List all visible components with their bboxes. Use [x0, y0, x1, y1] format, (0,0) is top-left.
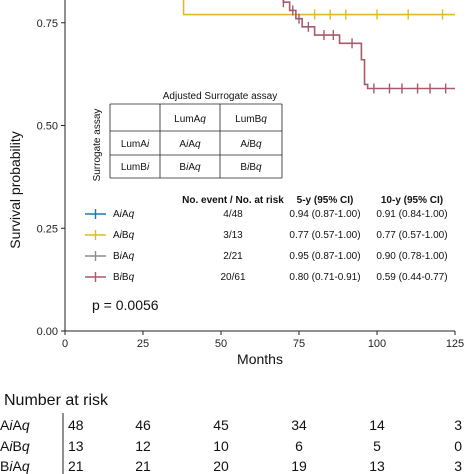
stats-10y: 0.91 (0.84-1.00)	[376, 209, 447, 220]
y-axis-title: Survival probability	[7, 131, 23, 249]
risk-value: 14	[369, 417, 385, 433]
stats-events: 4/48	[223, 209, 243, 220]
y-tick-label: 0.50	[37, 121, 58, 133]
risk-value: 3	[454, 417, 462, 433]
stats-events: 2/21	[223, 251, 243, 262]
risk-title: Number at risk	[4, 392, 109, 409]
y-tick-label: 0.75	[37, 18, 58, 30]
stats-10y: 0.59 (0.44-0.77)	[376, 272, 447, 283]
p-value: p = 0.0056	[92, 297, 159, 313]
surrogate-cell: BiAq	[179, 162, 201, 173]
risk-value: 21	[135, 458, 151, 474]
risk-row-label: AiBq	[0, 438, 30, 454]
risk-value: 6	[295, 438, 303, 454]
risk-value: 45	[213, 417, 229, 433]
x-tick-label: 75	[293, 338, 305, 350]
risk-value: 20	[213, 458, 229, 474]
legend-label: BiBq	[113, 272, 135, 283]
surrogate-assay-table: Adjusted Surrogate assay Surrogate assay L…	[92, 91, 283, 182]
surrogate-row-header: Surrogate assay	[92, 109, 103, 182]
stats-events: 20/61	[220, 272, 245, 283]
stats-5y: 0.95 (0.87-1.00)	[289, 251, 360, 262]
y-tick-label: 0.25	[37, 223, 58, 235]
surrogate-cell: AiAq	[179, 139, 201, 150]
risk-value: 3	[454, 458, 462, 474]
risk-value: 0	[454, 438, 462, 454]
risk-value: 46	[135, 417, 151, 433]
surrogate-col-label: LumAq	[174, 114, 206, 125]
y-tick-label: 0.00	[37, 326, 58, 338]
risk-value: 19	[291, 458, 307, 474]
stats-10y: 0.90 (0.78-1.00)	[376, 251, 447, 262]
risk-value: 5	[373, 438, 381, 454]
stats-5y: 0.77 (0.57-1.00)	[289, 230, 360, 241]
risk-value: 12	[135, 438, 151, 454]
legend-label: AiAq	[113, 209, 135, 220]
risk-value: 48	[68, 417, 84, 433]
risk-value: 21	[68, 458, 84, 474]
number-at-risk-table: Number at risk AiAq 48 46 45 34 14 3 AiBq 13 12 10 6…	[0, 392, 462, 474]
surrogate-row-label: LumAi	[121, 139, 150, 150]
stats-10y: 0.77 (0.57-1.00)	[376, 230, 447, 241]
surrogate-col-header: Adjusted Surrogate assay	[163, 91, 278, 102]
x-tick-label: 125	[446, 338, 464, 350]
stats-header: No. event / No. at risk	[182, 195, 284, 206]
curve-BiBq	[282, 0, 455, 90]
surrogate-col-label: LumBq	[235, 114, 267, 125]
legend-label: AiBq	[113, 230, 135, 241]
risk-row-label: BiAq	[0, 458, 30, 474]
stats-header: 5-y (95% CI)	[297, 195, 354, 206]
surrogate-row-label: LumBi	[121, 162, 150, 173]
stats-legend-table: No. event / No. at risk 5-y (95% CI) 10-y …	[85, 195, 448, 283]
stats-header: 10-y (95% CI)	[381, 195, 443, 206]
x-tick-label: 0	[62, 338, 68, 350]
surrogate-cell: BiBq	[240, 162, 262, 173]
surrogate-cell: AiBq	[240, 139, 262, 150]
stats-5y: 0.80 (0.71-0.91)	[289, 272, 360, 283]
axes: 0.00 0.25 0.50 0.75 0 25 50 75 100 125 Months Survi…	[7, 0, 464, 367]
risk-value: 13	[369, 458, 385, 474]
risk-value: 34	[291, 417, 307, 433]
survival-curves	[182, 0, 455, 94]
x-axis-title: Months	[237, 351, 283, 367]
x-tick-label: 25	[137, 338, 149, 350]
x-tick-label: 100	[368, 338, 386, 350]
x-tick-label: 50	[215, 338, 227, 350]
risk-value: 13	[68, 438, 84, 454]
risk-row-label: AiAq	[0, 417, 30, 433]
risk-value: 10	[213, 438, 229, 454]
stats-5y: 0.94 (0.87-1.00)	[289, 209, 360, 220]
curve-AiBq	[182, 0, 455, 16]
legend-label: BiAq	[113, 251, 135, 262]
stats-events: 3/13	[223, 230, 243, 241]
